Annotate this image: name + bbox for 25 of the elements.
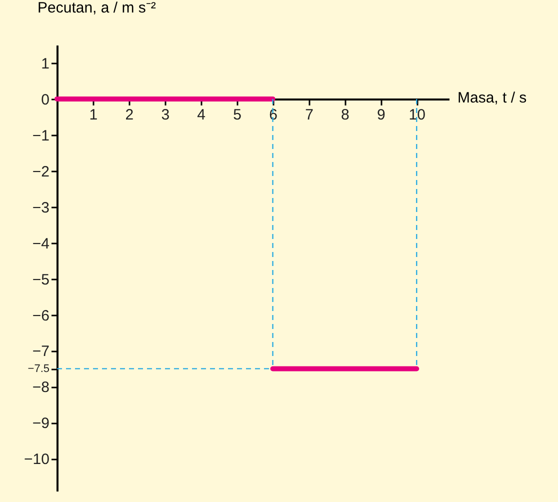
x-tick-label: 5 (233, 106, 242, 124)
y-tick-label: 1 (41, 55, 50, 72)
y-tick-label: −5 (32, 271, 50, 288)
y-tick-label: −7 (32, 343, 50, 360)
y-tick-label: −3 (32, 199, 50, 216)
y-tick-label: −6 (32, 307, 50, 324)
x-tick-label: 6 (269, 106, 278, 124)
y-tick-label: −2 (32, 163, 50, 180)
x-tick-label: 4 (197, 106, 206, 124)
x-tick-label: 2 (125, 106, 134, 124)
x-tick-label: 1 (89, 106, 98, 124)
y-tick-label: −8 (32, 379, 50, 396)
y-tick-label: −4 (32, 235, 50, 252)
y-axis-title: Pecutan, a / m s⁻² (38, 0, 156, 16)
x-tick-label: 8 (341, 106, 350, 124)
y-tick-label: −1 (32, 127, 50, 144)
y-tick-label: −10 (24, 451, 50, 468)
x-tick-label: 7 (305, 106, 314, 124)
x-tick-label: 3 (161, 106, 170, 124)
y-tick-label: 0 (41, 91, 50, 108)
x-tick-label: 10 (408, 106, 426, 124)
y-tick-label: −9 (32, 415, 50, 432)
x-axis-title: Masa, t / s (458, 89, 527, 106)
x-tick-label: 9 (377, 106, 386, 124)
y-tick-label: −7.5 (28, 363, 50, 376)
